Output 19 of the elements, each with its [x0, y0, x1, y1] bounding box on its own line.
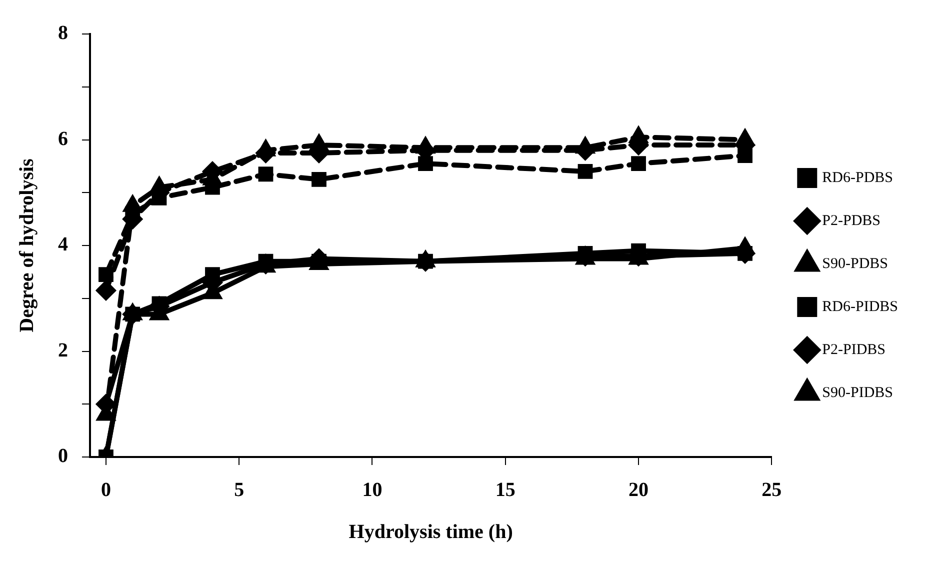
legend-label: S90-PDBS — [822, 256, 888, 272]
legend-label: RD6-PIDBS — [822, 298, 898, 315]
x-tick-label: 20 — [628, 479, 649, 502]
x-tick-label: 15 — [495, 479, 516, 502]
y-tick-label: 8 — [58, 22, 68, 44]
x-tick-label: 10 — [362, 479, 382, 502]
x-tick-label: 25 — [762, 479, 782, 502]
x-tick-label: 5 — [234, 479, 244, 502]
y-tick-label: 6 — [58, 128, 68, 150]
legend-label: P2-PDBS — [822, 212, 881, 229]
x-tick-label: 0 — [100, 479, 111, 502]
y-tick-label: 0 — [58, 445, 68, 468]
x-axis-title: Hydrolysis time (h) — [348, 521, 513, 544]
y-tick-label: 2 — [58, 339, 68, 362]
legend-label: RD6-PDBS — [822, 170, 894, 186]
legend-label: P2-PIDBS — [822, 342, 886, 358]
y-tick-label: 4 — [58, 234, 68, 256]
legend-label: S90-PIDBS — [822, 384, 894, 401]
y-axis-title: Degree of hydrolysis — [16, 158, 38, 332]
